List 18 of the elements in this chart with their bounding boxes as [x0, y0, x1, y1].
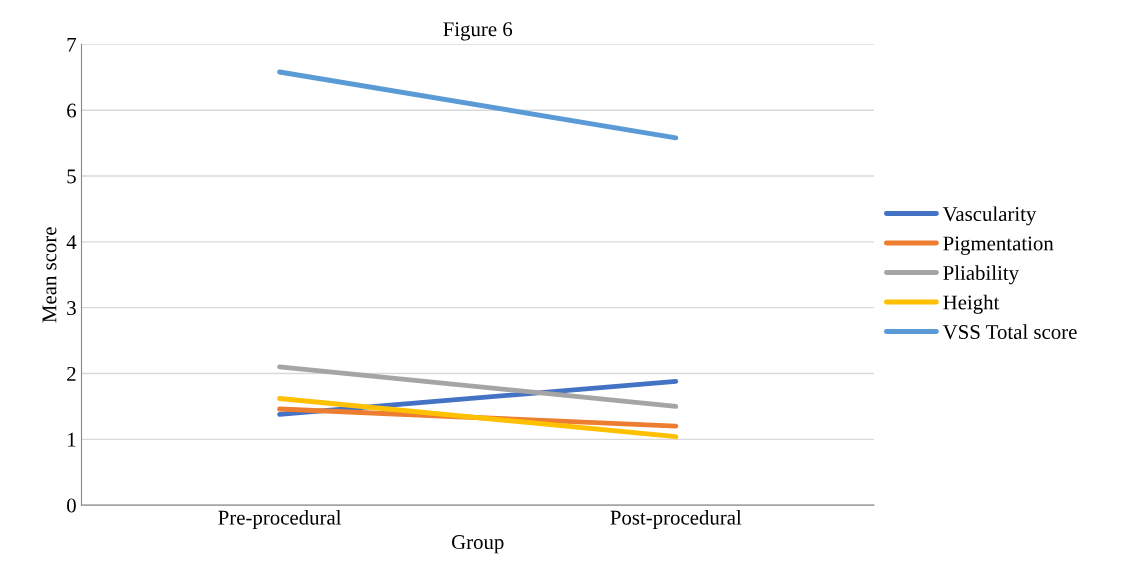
y-tick-label: 1 [68, 432, 76, 447]
y-tick-label: 4 [66, 235, 77, 250]
y-tick-label: 2 [67, 366, 76, 381]
legend-label: Pigmentation [943, 236, 1054, 255]
legend-label: VSS Total score [942, 324, 1077, 340]
legend-label: Vascularity [942, 206, 1037, 226]
chart-title: Figure 6 [443, 22, 513, 41]
y-tick-label: 7 [67, 37, 77, 52]
legend-label: Height [943, 294, 1000, 314]
x-tick-label: Pre-procedural [218, 510, 342, 529]
y-axis-title: Mean score [42, 227, 57, 323]
x-axis-title: Group [451, 535, 504, 554]
legend-label: Pliability [943, 265, 1019, 285]
y-tick-label: 5 [67, 169, 76, 184]
y-tick-label: 3 [67, 301, 76, 316]
y-tick-label: 6 [67, 103, 77, 118]
x-tick-label: Post-procedural [610, 510, 742, 529]
y-tick-label: 0 [67, 498, 76, 513]
